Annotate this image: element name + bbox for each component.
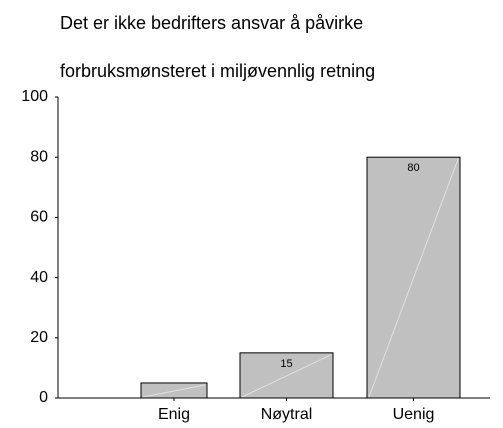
y-tick-label: 20 [30, 329, 48, 346]
y-tick-label: 60 [30, 209, 48, 226]
value-label: 80 [407, 162, 419, 174]
y-tick-label: 100 [21, 88, 48, 105]
bar-sheen [142, 384, 206, 398]
bar-sheen [368, 159, 459, 398]
y-tick-label: 40 [30, 269, 48, 286]
x-tick-label: Uenig [393, 406, 435, 423]
y-tick-label: 80 [30, 148, 48, 165]
chart-title: Det er ikke bedrifters ansvar å påvirke [60, 13, 363, 33]
bar-sheen [241, 354, 332, 398]
x-tick-label: Nøytral [261, 406, 313, 423]
chart-title: forbruksmønsteret i miljøvennlig retning [60, 61, 375, 81]
value-label: 15 [280, 358, 292, 370]
y-tick-label: 0 [39, 389, 48, 406]
x-tick-label: Enig [158, 406, 190, 423]
